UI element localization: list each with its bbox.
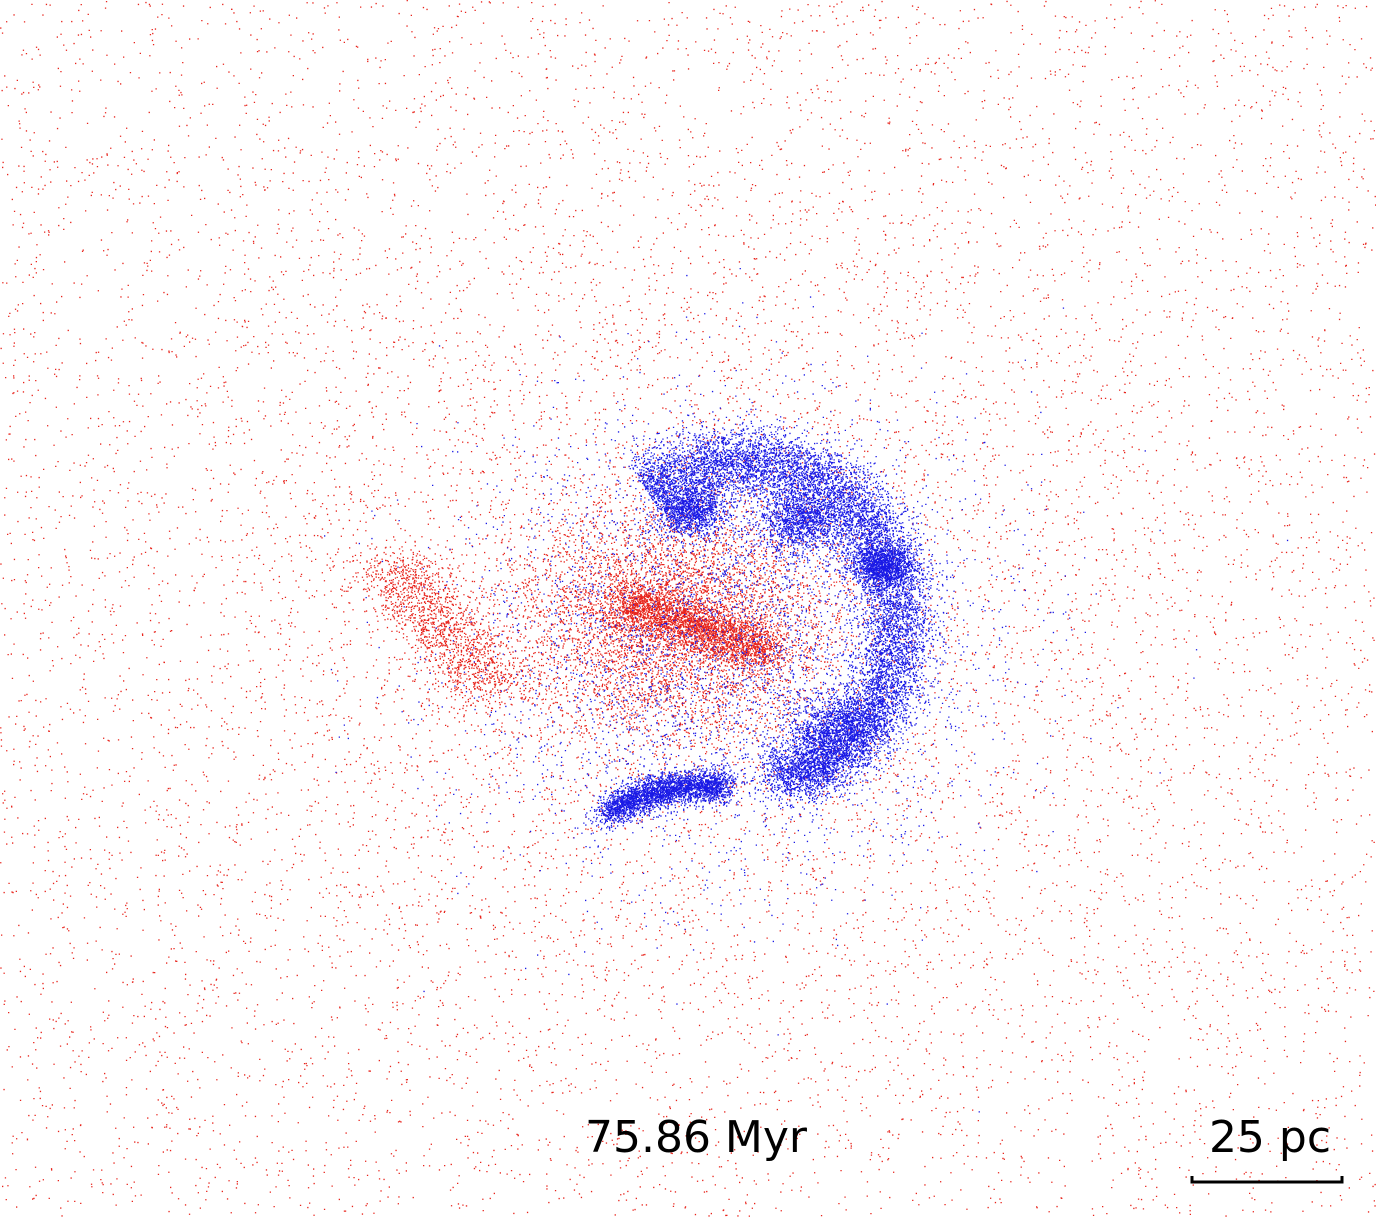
scale-bar [1190,1176,1344,1184]
scale-bar-label: 25 pc [1209,1112,1331,1163]
time-label: 75.86 Myr [585,1112,808,1163]
